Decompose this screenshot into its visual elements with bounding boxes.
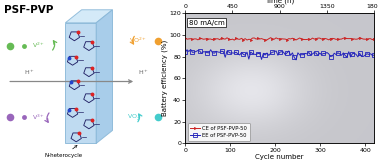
Legend: CE of PSF-PVP-50, EE of PSF-PVP-50: CE of PSF-PVP-50, EE of PSF-PVP-50 [188,123,249,141]
CE of PSF-PVP-50 [183,37,187,39]
EE of PSF-PVP-50 [372,54,376,56]
X-axis label: Time (h): Time (h) [265,0,294,4]
CE of PSF-PVP-50 [321,38,325,40]
Text: V$^{3+}$: V$^{3+}$ [32,113,45,122]
EE of PSF-PVP-50 [294,59,298,61]
EE of PSF-PVP-50 [210,52,215,54]
EE of PSF-PVP-50 [185,49,189,51]
Text: PSF-PVP: PSF-PVP [4,5,53,15]
CE of PSF-PVP-50 [358,37,362,39]
Text: VO$_2^+$: VO$_2^+$ [127,112,142,123]
EE of PSF-PVP-50 [257,52,262,54]
CE of PSF-PVP-50 [257,38,262,40]
X-axis label: Cycle number: Cycle number [256,154,304,160]
EE of PSF-PVP-50 [325,52,329,53]
Text: H$^+$: H$^+$ [138,68,149,77]
Text: H$^+$: H$^+$ [23,68,34,77]
EE of PSF-PVP-50 [323,53,327,55]
Y-axis label: Battery efficiency (%): Battery efficiency (%) [161,40,168,116]
Polygon shape [65,23,96,143]
EE of PSF-PVP-50 [183,51,187,53]
CE of PSF-PVP-50 [266,38,271,40]
Polygon shape [96,10,113,143]
Line: CE of PSF-PVP-50: CE of PSF-PVP-50 [184,36,375,41]
CE of PSF-PVP-50 [232,39,237,41]
Polygon shape [65,10,113,23]
Text: V$^{2+}$: V$^{2+}$ [32,41,45,50]
CE of PSF-PVP-50 [372,38,376,40]
CE of PSF-PVP-50 [323,37,327,39]
Text: VO$^{2+}$: VO$^{2+}$ [129,36,147,45]
Line: EE of PSF-PVP-50: EE of PSF-PVP-50 [184,48,376,61]
EE of PSF-PVP-50 [188,49,193,51]
CE of PSF-PVP-50 [208,38,213,40]
Text: N-heterocycle: N-heterocycle [45,146,82,158]
EE of PSF-PVP-50 [266,54,271,56]
Text: 80 mA/cm: 80 mA/cm [189,20,225,26]
CE of PSF-PVP-50 [185,38,189,40]
